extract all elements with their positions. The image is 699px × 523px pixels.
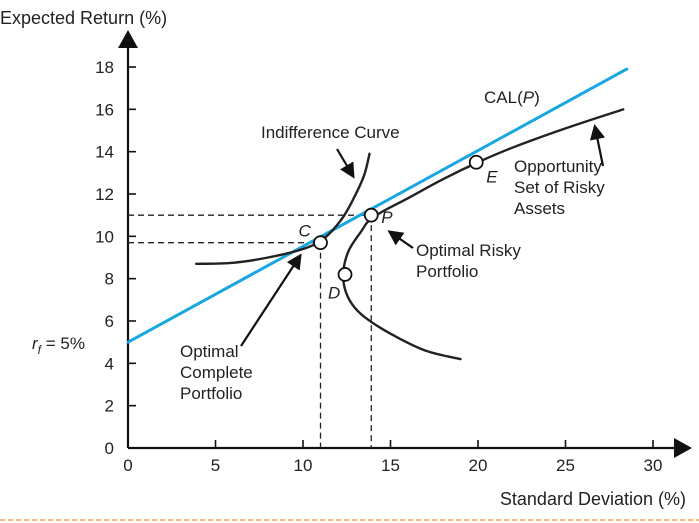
- point-P: [363, 207, 379, 223]
- y-tick-label-2: 2: [105, 397, 114, 416]
- opportunity-arrow: [589, 123, 606, 167]
- indifference-curve: [195, 152, 371, 266]
- opportunity-set-line-1: Opportunity: [514, 157, 602, 176]
- y-tick-label-12: 12: [95, 185, 114, 204]
- x-tick-label-30: 30: [644, 456, 663, 475]
- y-axis-title: Expected Return (%): [0, 8, 167, 28]
- optimal-complete-arrow: [240, 253, 302, 347]
- point-label-D: D: [328, 283, 340, 302]
- guide-lines: [128, 214, 372, 448]
- point-label-C: C: [299, 222, 312, 241]
- x-axis-title: Standard Deviation (%): [500, 489, 686, 509]
- points: C P E D: [299, 154, 498, 302]
- opportunity-set-line-2: Set of Risky: [514, 178, 605, 197]
- optimal-complete-line-1: Optimal: [180, 342, 239, 361]
- point-E: [468, 154, 484, 170]
- cal-line: [126, 67, 629, 344]
- rf-symbol: r: [32, 334, 39, 353]
- point-D: [337, 267, 353, 282]
- cal-annotation-suffix: ): [534, 88, 540, 107]
- y-axis-arrow: [118, 30, 138, 48]
- opportunity-set-curve: [341, 108, 625, 361]
- rf-value: = 5%: [41, 334, 85, 353]
- opportunity-set-line-3: Assets: [514, 199, 565, 218]
- optimal-complete-annotation: Optimal Complete Portfolio: [180, 342, 258, 403]
- y-tick-label-18: 18: [95, 58, 114, 77]
- point-label-P: P: [381, 208, 393, 227]
- axes: [118, 30, 692, 458]
- indifference-arrow: [336, 148, 355, 179]
- y-tick-label-8: 8: [105, 270, 114, 289]
- rf-label: rf = 5%: [32, 334, 85, 357]
- optimal-complete-line-2: Complete: [180, 363, 253, 382]
- y-tick-label-10: 10: [95, 227, 114, 246]
- y-tick-label-0: 0: [105, 439, 114, 458]
- x-tick-label-20: 20: [469, 456, 488, 475]
- optimal-risky-annotation: Optimal Risky Portfolio: [416, 241, 526, 281]
- x-axis-arrow: [674, 438, 692, 458]
- x-tick-label-5: 5: [211, 456, 220, 475]
- x-tick-label-15: 15: [381, 456, 400, 475]
- x-tick-label-25: 25: [556, 456, 575, 475]
- y-tick-label-14: 14: [95, 143, 114, 162]
- optimal-risky-line-1: Optimal Risky: [416, 241, 521, 260]
- y-tick-label-4: 4: [105, 354, 114, 373]
- x-tick-label-0: 0: [123, 456, 132, 475]
- indifference-curve-annotation: Indifference Curve: [261, 123, 400, 142]
- point-C: [313, 235, 328, 251]
- point-label-E: E: [486, 167, 498, 186]
- opportunity-set-annotation: Opportunity Set of Risky Assets: [514, 157, 609, 218]
- y-tick-label-6: 6: [105, 312, 114, 331]
- optimal-complete-line-3: Portfolio: [180, 384, 242, 403]
- cal-annotation-p: P: [523, 88, 535, 107]
- rf-subscript: f: [38, 343, 43, 357]
- cal-annotation: CAL(P): [484, 88, 540, 107]
- optimal-risky-arrow: [387, 230, 414, 249]
- cal-annotation-prefix: CAL(: [484, 88, 523, 107]
- ticks: 0 5 10 15 20 25 30 0 2 4 6 8 10 12 14 16 18: [95, 58, 662, 475]
- annotation-arrows: [240, 123, 606, 347]
- y-tick-label-16: 16: [95, 100, 114, 119]
- x-tick-label-10: 10: [294, 456, 313, 475]
- optimal-risky-line-2: Portfolio: [416, 262, 478, 281]
